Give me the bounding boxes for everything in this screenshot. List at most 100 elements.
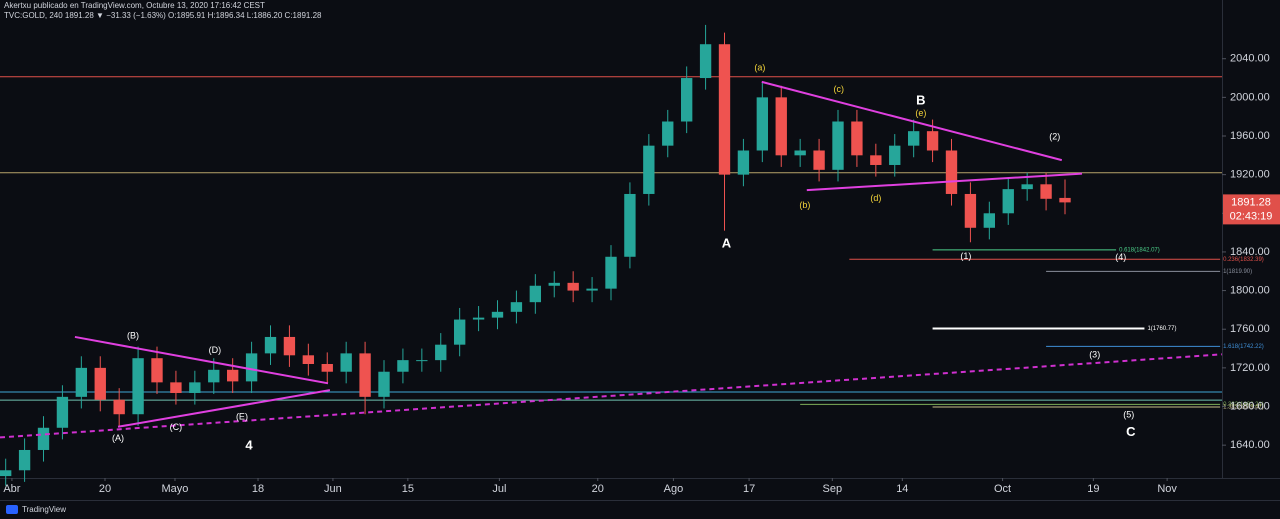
y-tick-label: 1640.00 (1230, 439, 1270, 451)
y-tick-label: 1760.00 (1230, 323, 1270, 335)
wave-label: (B) (127, 330, 139, 340)
x-tick-label: Jul (492, 483, 506, 495)
candle-body (889, 145, 901, 165)
y-tick-label: 2000.00 (1230, 91, 1270, 103)
candle-body (907, 131, 920, 146)
fib-label: 0.382(1682.21) (1223, 402, 1264, 408)
y-tick-label: 1680.00 (1230, 400, 1270, 412)
candle-body (37, 427, 50, 450)
wave-label: (5) (1123, 410, 1134, 420)
y-tick-label: 1840.00 (1230, 246, 1270, 258)
x-tick-label: Sep (823, 483, 843, 495)
countdown-label: 02:43:19 (1230, 210, 1273, 222)
trendline (0, 353, 1223, 439)
wave-label: B (916, 93, 925, 108)
x-tick-label: 19 (1087, 483, 1099, 495)
wave-label: A (722, 236, 732, 251)
candle-body (359, 353, 371, 397)
candle-body (472, 317, 485, 320)
candle-body (586, 288, 598, 291)
candle-body (510, 302, 523, 312)
y-tick-label: 1920.00 (1230, 169, 1270, 181)
wave-label: (e) (915, 108, 926, 118)
candle-body (189, 382, 201, 393)
candle-body (662, 121, 674, 146)
candle-body (1021, 184, 1033, 190)
candle-body (208, 369, 220, 383)
fib-label: 0.618(1842.07) (1119, 248, 1160, 254)
last-price-label: 1891.28 (1231, 196, 1271, 208)
candle-body (548, 282, 560, 286)
candle-body (226, 369, 239, 382)
y-tick-label: 2040.00 (1230, 53, 1270, 65)
candle-body (1059, 197, 1071, 203)
x-tick-label: 14 (896, 483, 908, 495)
wave-label: (d) (870, 193, 881, 203)
candle-body (132, 358, 144, 415)
candle-body (94, 367, 106, 400)
candle-body (832, 121, 844, 170)
candle-body (605, 256, 617, 289)
wave-label: (a) (754, 63, 765, 73)
y-tick-label: 1800.00 (1230, 284, 1270, 296)
candle-body (794, 150, 806, 156)
candle-body (699, 44, 712, 79)
candle-body (453, 319, 466, 345)
wave-label: 4 (245, 438, 253, 453)
trendline (806, 172, 1083, 192)
wave-label: (b) (799, 200, 810, 210)
wave-label: (2) (1049, 131, 1060, 141)
candle-body (151, 358, 163, 383)
wave-label: (c) (834, 84, 845, 94)
candle-body (245, 353, 258, 382)
footer-brand: TradingView (22, 505, 66, 514)
wave-label: (4) (1115, 252, 1126, 262)
x-tick-label: 15 (402, 483, 414, 495)
last-price-box (1223, 194, 1280, 225)
wave-label: (1) (960, 251, 971, 261)
candle-body (75, 367, 88, 397)
candle-body (926, 131, 939, 151)
candle-body (56, 396, 69, 428)
trendline (74, 335, 329, 385)
candle-body (643, 145, 655, 194)
candle-body (870, 155, 882, 165)
candle-body (1040, 184, 1052, 199)
wave-label: (D) (209, 345, 222, 355)
trendline (117, 389, 331, 428)
plot-area: 0.618(1842.07) 0.236(1832.39) 1(1819.90) 1(… (0, 24, 1264, 486)
candle-body (0, 470, 12, 477)
candle-body (264, 336, 277, 354)
candle-body (680, 78, 693, 122)
wave-label: (E) (236, 412, 248, 422)
candle-body (529, 285, 542, 303)
candle-body (775, 97, 787, 156)
y-tick-label: 1960.00 (1230, 130, 1270, 142)
candle-body (737, 150, 750, 175)
fib-label: 1.382(1679.47) (1223, 405, 1264, 411)
header-symbol: TVC:GOLD, 240 1891.28 ▼ −31.33 (−1.63%) … (4, 11, 322, 20)
candle-body (113, 399, 125, 415)
candle-body (435, 344, 447, 361)
wave-label: C (1126, 424, 1136, 439)
candle-body (416, 360, 428, 362)
y-tick-label: 1720.00 (1230, 362, 1270, 374)
candle-body (340, 353, 352, 372)
candle-body (18, 449, 31, 471)
x-tick-label: 20 (592, 483, 604, 495)
candle-body (964, 193, 977, 228)
candle-body (1002, 189, 1014, 214)
candle-body (567, 282, 579, 291)
x-tick-label: 18 (252, 483, 264, 495)
candle-body (170, 382, 182, 393)
candle-body (851, 121, 863, 156)
x-tick-label: Oct (994, 483, 1011, 495)
candle-body (378, 371, 390, 397)
wave-label: (C) (170, 422, 183, 432)
fib-label: 1.618(1742.22) (1223, 344, 1264, 350)
x-tick-label: Abr (3, 483, 20, 495)
candle-body (321, 364, 333, 372)
fib-label: 0.236(1832.39) (1223, 257, 1264, 263)
candle-body (491, 311, 504, 318)
candle-body (624, 193, 636, 257)
